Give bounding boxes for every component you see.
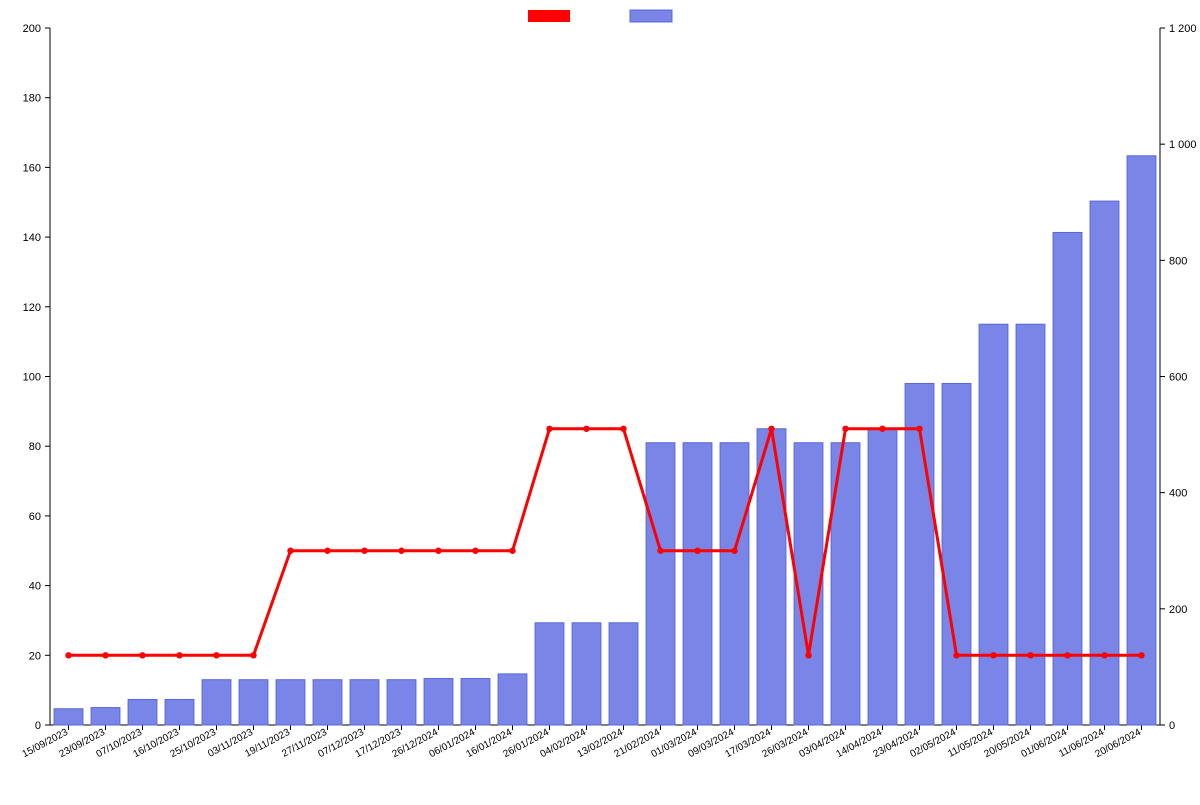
bar [165, 699, 194, 725]
line-marker [1064, 652, 1070, 658]
line-marker [435, 548, 441, 554]
line-marker [324, 548, 330, 554]
bar [1053, 232, 1082, 725]
line-marker [583, 426, 589, 432]
left-tick-label: 0 [35, 720, 41, 732]
left-tick-label: 20 [29, 650, 41, 662]
bar [239, 680, 268, 725]
right-tick-label: 200 [1169, 604, 1187, 616]
left-tick-label: 200 [23, 23, 41, 35]
line-marker [953, 652, 959, 658]
bar [461, 679, 490, 725]
left-tick-label: 160 [23, 162, 41, 174]
bar [757, 429, 786, 725]
line-marker [398, 548, 404, 554]
bar [350, 680, 379, 725]
line-marker [176, 652, 182, 658]
right-tick-label: 400 [1169, 488, 1187, 500]
bar [535, 623, 564, 725]
right-tick-label: 800 [1169, 255, 1187, 267]
bar [498, 674, 527, 725]
bar [609, 623, 638, 725]
bar [387, 680, 416, 725]
combo-chart: 0 20 40 60 80 100 120 140 160 180 200 0 200 400 600 800… [0, 0, 1200, 800]
bar [54, 709, 83, 725]
bar [91, 708, 120, 725]
chart-container: 0 20 40 60 80 100 120 140 160 180 200 0 200 400 600 800… [0, 0, 1200, 800]
bar [128, 699, 157, 725]
bar [572, 623, 601, 725]
right-tick-label: 600 [1169, 372, 1187, 384]
line-marker [620, 426, 626, 432]
left-tick-label: 40 [29, 581, 41, 593]
bar [646, 443, 675, 725]
line-marker [879, 426, 885, 432]
left-tick-label: 140 [23, 232, 41, 244]
line-marker [102, 652, 108, 658]
left-tick-label: 180 [23, 93, 41, 105]
line-marker [287, 548, 293, 554]
line-marker [250, 652, 256, 658]
bar [276, 680, 305, 725]
left-tick-label: 100 [23, 372, 41, 384]
bar [1127, 156, 1156, 725]
bar [942, 383, 971, 725]
line-marker [657, 548, 663, 554]
right-tick-label: 1 000 [1169, 139, 1197, 151]
bar [683, 443, 712, 725]
line-marker [694, 548, 700, 554]
legend-bar-swatch [630, 10, 672, 22]
bar [1016, 324, 1045, 725]
line-marker [509, 548, 515, 554]
line-marker [361, 548, 367, 554]
line-marker [768, 426, 774, 432]
left-tick-label: 120 [23, 302, 41, 314]
line-marker [731, 548, 737, 554]
bar [979, 324, 1008, 725]
bar [794, 443, 823, 725]
line-marker [990, 652, 996, 658]
bar [1090, 201, 1119, 725]
line-marker [1027, 652, 1033, 658]
line-marker [1101, 652, 1107, 658]
line-marker [472, 548, 478, 554]
legend-line-swatch [528, 10, 570, 22]
line-marker [805, 652, 811, 658]
bar [202, 680, 231, 725]
line-marker [139, 652, 145, 658]
bar [424, 679, 453, 725]
line-marker [546, 426, 552, 432]
left-tick-label: 80 [29, 441, 41, 453]
right-tick-label: 0 [1169, 720, 1175, 732]
bar [868, 429, 897, 725]
line-marker [213, 652, 219, 658]
line-marker [65, 652, 71, 658]
line-marker [842, 426, 848, 432]
left-tick-label: 60 [29, 511, 41, 523]
bar [313, 680, 342, 725]
line-marker [916, 426, 922, 432]
line-marker [1138, 652, 1144, 658]
bar [720, 443, 749, 725]
right-tick-label: 1 200 [1169, 23, 1197, 35]
